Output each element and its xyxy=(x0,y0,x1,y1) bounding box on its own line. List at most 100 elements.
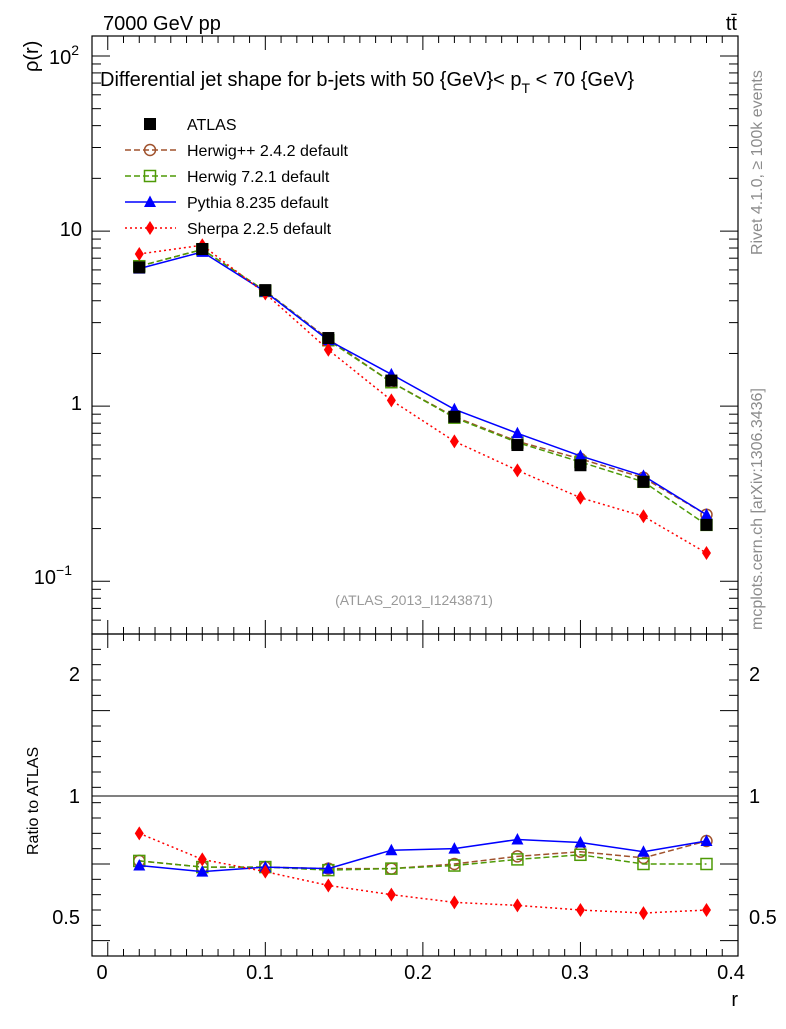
data-point-Sherpa xyxy=(638,509,648,524)
legend-label: Herwig++ 2.4.2 default xyxy=(187,143,349,160)
ratio-ytick-label-2-right: 2 xyxy=(749,664,760,686)
ratio-point-Pythia xyxy=(385,843,398,856)
xtick-label-0.3: 0.3 xyxy=(561,962,589,984)
ratio-point-Pythia xyxy=(637,845,650,857)
ratio-point-Sherpa xyxy=(260,864,270,879)
ratio-ytick-label-1: 1 xyxy=(69,786,80,808)
ratio-point-Sherpa xyxy=(701,903,711,917)
energy-label: 7000 GeV pp xyxy=(103,13,221,35)
ratio-point-Sherpa xyxy=(134,826,144,841)
chart-title: Differential jet shape for b-jets with 5… xyxy=(100,69,634,96)
ratio-point-Herwig7 xyxy=(700,857,713,871)
series-line-Pythia xyxy=(139,251,707,516)
ytick-label-0.1: 10−1 xyxy=(34,562,72,589)
legend-marker xyxy=(143,169,157,183)
data-point-Pythia xyxy=(574,449,587,461)
ratio-point-Sherpa xyxy=(323,878,333,893)
x-axis-label: r xyxy=(731,989,738,1011)
data-point-Sherpa xyxy=(449,434,459,449)
xtick-label-0.1: 0.1 xyxy=(246,962,274,984)
series-Pythia xyxy=(133,245,713,877)
ratio-point-Pythia xyxy=(196,865,209,877)
ratio-point-Herwig7 xyxy=(574,848,587,862)
data-point-ATLAS xyxy=(133,261,146,274)
ratio-line-Herwig++ xyxy=(139,840,707,870)
data-point-ATLAS xyxy=(574,459,587,472)
data-point-ATLAS xyxy=(259,284,272,297)
ratio-point-Sherpa xyxy=(386,887,396,902)
legend-label: Herwig 7.2.1 default xyxy=(187,169,330,186)
ratio-ytick-label-0.5-right: 0.5 xyxy=(749,907,777,929)
ratio-ytick-label-1-right: 1 xyxy=(749,786,760,808)
ratio-plot-frame xyxy=(91,633,739,957)
ratio-line-Herwig7 xyxy=(139,854,707,871)
data-point-ATLAS xyxy=(322,332,335,345)
ytick-label-1: 1 xyxy=(71,393,82,415)
legend-label: Pythia 8.235 default xyxy=(187,195,329,212)
ratio-point-Herwig7 xyxy=(448,859,461,872)
legend-item-Sherpa: Sherpa 2.2.5 default xyxy=(125,221,332,238)
ratio-point-Sherpa xyxy=(512,898,522,913)
analysis-watermark: (ATLAS_2013_I1243871) xyxy=(335,592,493,608)
series-layer xyxy=(133,238,713,921)
ratio-point-Herwig7 xyxy=(511,853,524,866)
series-Herwig7 xyxy=(133,243,713,877)
ratio-ytick-label-0.5: 0.5 xyxy=(52,907,80,929)
xtick-label-0: 0 xyxy=(96,962,107,984)
rivet-label: Rivet 4.1.0, ≥ 100k events xyxy=(749,70,766,255)
ytick-label-10: 10 xyxy=(60,219,82,241)
data-point-ATLAS xyxy=(637,475,650,488)
data-point-Sherpa xyxy=(701,546,711,561)
data-point-Sherpa xyxy=(512,463,522,478)
data-point-ATLAS xyxy=(700,518,713,531)
ratio-point-Sherpa xyxy=(197,852,207,867)
ratio-point-Pythia xyxy=(322,862,335,874)
series-ATLAS xyxy=(133,242,713,531)
data-point-ATLAS xyxy=(448,410,461,423)
ratio-point-Pythia xyxy=(700,834,713,846)
ratio-ytick-label-2: 2 xyxy=(69,664,80,686)
data-point-Sherpa xyxy=(386,393,396,408)
data-point-Sherpa xyxy=(323,342,333,357)
legend-item-Herwig7: Herwig 7.2.1 default xyxy=(125,169,330,186)
legend-item-Herwig++: Herwig++ 2.4.2 default xyxy=(125,143,349,160)
ratio-point-Pythia xyxy=(574,836,587,848)
ratio-point-Herwig7 xyxy=(637,857,650,871)
series-Sherpa xyxy=(134,238,711,921)
data-point-ATLAS xyxy=(196,242,209,255)
ytick-label-100: 102 xyxy=(49,42,79,69)
series-line-Sherpa xyxy=(139,244,707,554)
axis-ticks xyxy=(92,36,739,957)
y-axis-label: ρ(r) xyxy=(21,41,43,72)
ratio-line-Sherpa xyxy=(138,832,707,914)
legend-item-Pythia: Pythia 8.235 default xyxy=(125,195,329,212)
ratio-y-axis-label: Ratio to ATLAS xyxy=(25,747,42,855)
xtick-label-0.2: 0.2 xyxy=(404,962,432,984)
data-point-Sherpa xyxy=(134,246,144,261)
ratio-point-Pythia xyxy=(448,842,461,854)
legend-item-ATLAS: ATLAS xyxy=(144,117,237,134)
legend-marker xyxy=(145,221,155,235)
ratio-point-Sherpa xyxy=(449,895,459,910)
series-line-Herwig7 xyxy=(139,248,707,526)
data-point-ATLAS xyxy=(385,374,398,387)
ratio-line-Pythia xyxy=(139,838,707,873)
xtick-label-0.4: 0.4 xyxy=(717,962,745,984)
legend-marker xyxy=(143,143,157,157)
legend-label: ATLAS xyxy=(187,117,237,134)
data-point-Pythia xyxy=(511,426,524,439)
legend-marker xyxy=(144,195,156,207)
ratio-point-Pythia xyxy=(511,832,524,845)
ratio-point-Sherpa xyxy=(638,906,648,921)
ratio-point-Pythia xyxy=(133,859,146,871)
legend-marker xyxy=(144,118,156,130)
series-Herwig++ xyxy=(133,243,713,875)
mcplots-label: mcplots.cern.ch [arXiv:1306.3436] xyxy=(749,388,766,630)
data-point-ATLAS xyxy=(511,439,524,452)
legend: ATLAS Herwig++ 2.4.2 default Herwig 7.2.1 … xyxy=(125,117,349,238)
legend-label: Sherpa 2.2.5 default xyxy=(187,221,332,238)
process-label: tt̄ xyxy=(726,13,738,35)
data-point-Sherpa xyxy=(575,490,585,505)
data-point-Pythia xyxy=(700,508,713,520)
